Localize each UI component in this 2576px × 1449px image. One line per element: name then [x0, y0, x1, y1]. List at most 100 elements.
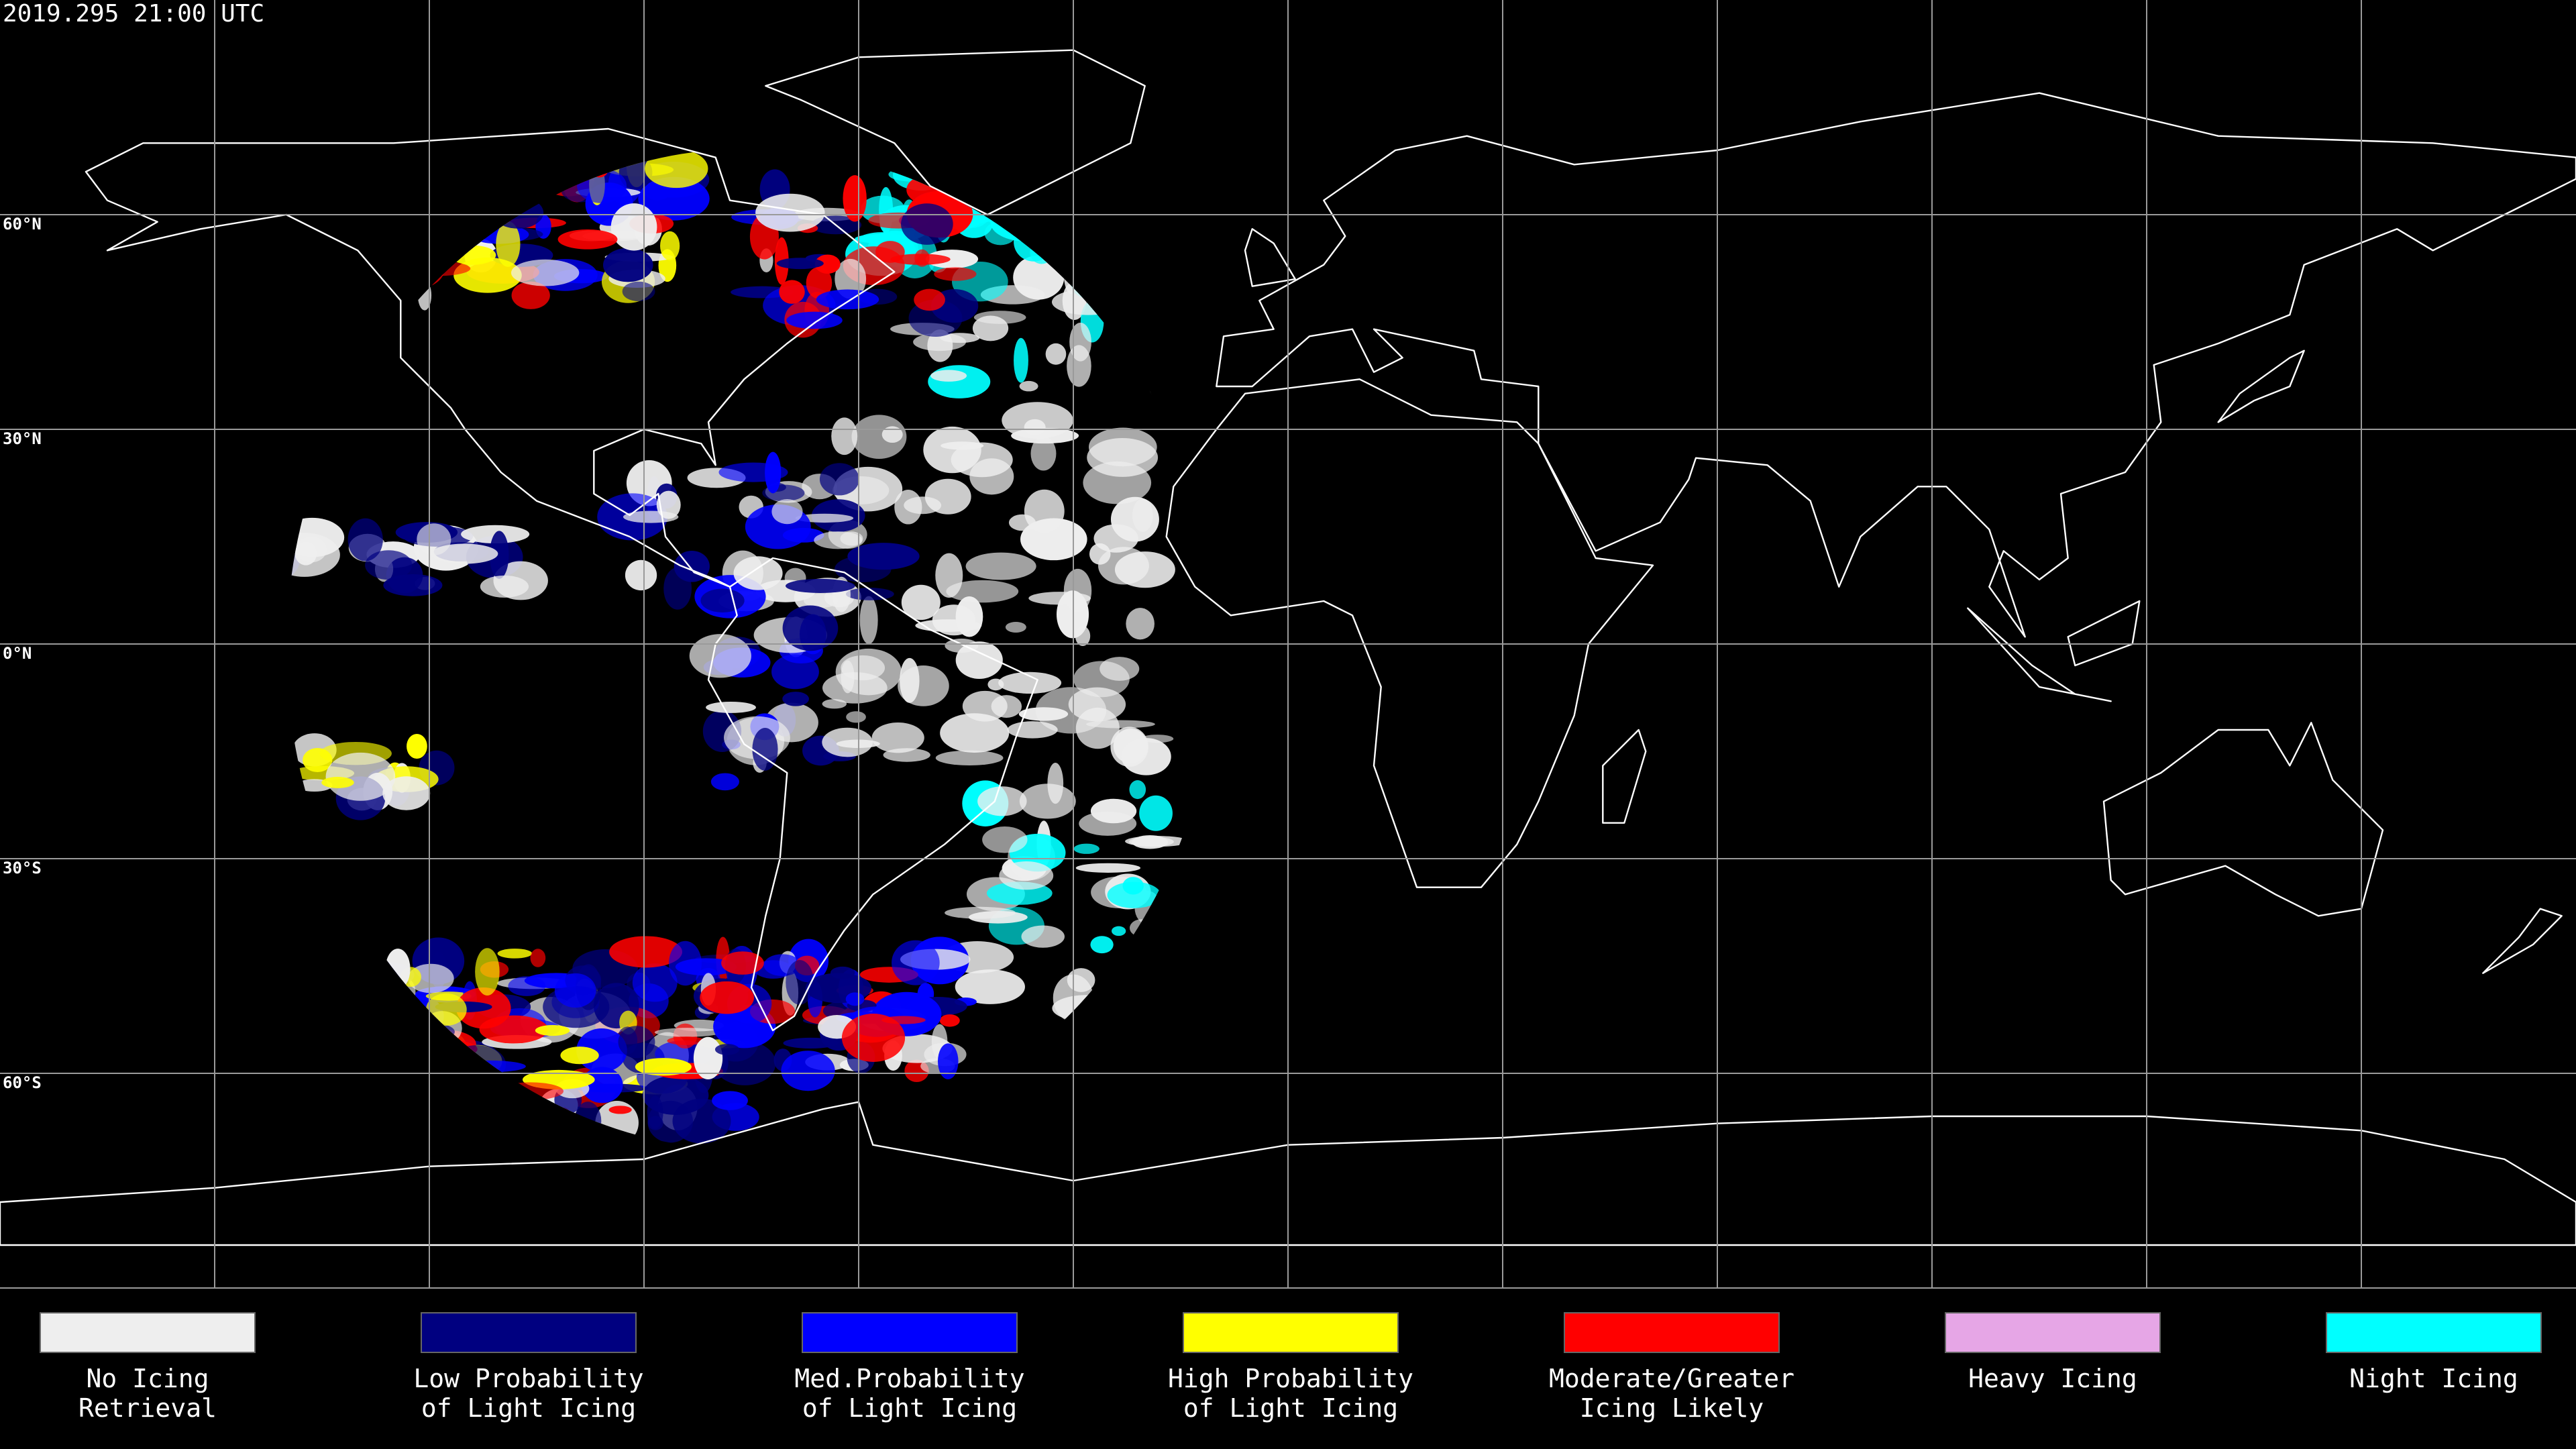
legend-label: No Icing [86, 1364, 209, 1393]
cloud-patch [939, 1014, 960, 1027]
cloud-patch [622, 281, 655, 302]
cloud-patch [1019, 380, 1038, 392]
cloud-patch [1128, 837, 1174, 847]
cloud-patch [822, 727, 873, 757]
cloud-patch [901, 584, 941, 621]
cloud-patch [608, 1106, 632, 1114]
cloud-patch [689, 634, 751, 678]
cloud-patch [1024, 489, 1065, 533]
cloud-patch [771, 498, 803, 525]
cloud-patch [881, 426, 903, 443]
legend-swatch [1564, 1312, 1780, 1353]
cloud-patch [1122, 877, 1144, 895]
cloud-patch [843, 175, 867, 222]
legend-swatch [421, 1312, 637, 1353]
cloud-patch [625, 559, 657, 591]
cloud-patch [667, 1036, 706, 1045]
cloud-patch [1045, 343, 1067, 365]
cloud-patch [700, 981, 755, 1014]
cloud-patch [783, 1037, 839, 1049]
legend-label: Heavy Icing [1968, 1364, 2137, 1393]
cloud-patch [1129, 780, 1146, 800]
cloud-patch [914, 288, 945, 311]
cloud-patch [965, 552, 1036, 580]
coastline [2217, 350, 2305, 423]
cloud-patch [610, 203, 657, 251]
cloud-patch [325, 752, 396, 801]
cloud-patch [847, 543, 920, 570]
cloud-patch [1073, 843, 1099, 854]
cloud-patch [819, 463, 859, 496]
cloud-patch [1019, 784, 1076, 819]
cloud-patch [1002, 402, 1073, 439]
coastline [2102, 722, 2384, 917]
cloud-patch [383, 574, 443, 596]
cloud-patch [496, 221, 521, 267]
cloud-patch [781, 1051, 835, 1091]
coastline [2482, 908, 2563, 974]
cloud-patch [969, 458, 1014, 495]
cloud-patch [1090, 798, 1137, 824]
cloud-patch [871, 722, 924, 753]
cloud-patch [940, 713, 1010, 753]
cloud-patch [638, 176, 710, 221]
cloud-patch [321, 777, 354, 788]
cloud-patch [672, 1098, 731, 1144]
cloud-patch [721, 951, 764, 975]
cloud-patch [755, 193, 825, 232]
cloud-patch [733, 556, 783, 590]
cloud-patch [693, 1036, 723, 1079]
cloud-patch [946, 580, 1019, 603]
cloud-patch [923, 426, 981, 474]
cloud-patch [511, 281, 550, 309]
cloud-patch [822, 672, 888, 704]
cloud-patch [663, 567, 692, 610]
legend-swatch [40, 1312, 256, 1353]
cloud-patch [511, 259, 580, 286]
cloud-patch [700, 588, 745, 612]
cloud-patch [706, 702, 756, 713]
cloud-patch [475, 948, 500, 996]
cloud-patch [659, 231, 680, 261]
cloud-patch [425, 993, 467, 1026]
cloud-patch [841, 1014, 906, 1062]
latitude-label: 60°S [3, 1073, 42, 1092]
cloud-patch [1107, 881, 1161, 908]
cloud-patch [955, 969, 1025, 1004]
latitude-label: 60°N [3, 215, 42, 233]
cloud-patch [714, 1044, 740, 1055]
cloud-patch [955, 641, 1003, 679]
cloud-patch [1075, 626, 1091, 646]
coastline [1216, 92, 2576, 638]
legend-swatch [1945, 1312, 2161, 1353]
coastline [85, 127, 896, 588]
cloud-patch [935, 750, 1004, 766]
cloud-patch [635, 1058, 692, 1076]
cloud-patch [645, 149, 708, 189]
cloud-patch [1114, 551, 1175, 588]
cloud-patch [752, 728, 778, 771]
cloud-patch [786, 311, 843, 329]
cloud-patch [295, 537, 327, 563]
cloud-patch [382, 776, 431, 810]
coastline [1602, 729, 1647, 824]
cloud-patch [303, 748, 333, 773]
cloud-patch [1021, 925, 1065, 948]
cloud-patch [982, 826, 1028, 853]
cloud-patch [1099, 657, 1140, 681]
cloud-patch [535, 1025, 570, 1036]
cloud-patch [647, 1116, 663, 1130]
cloud-patch [1112, 926, 1126, 936]
legend-label: Moderate/Greater [1549, 1364, 1794, 1393]
cloud-patch [913, 333, 967, 352]
cloud-patch [1089, 543, 1111, 565]
cloud-patch [453, 257, 522, 293]
legend-swatch [1183, 1312, 1399, 1353]
cloud-patch [894, 489, 922, 525]
cloud-patch [937, 1043, 959, 1079]
latitude-label: 30°S [3, 859, 42, 877]
cloud-patch [1014, 337, 1028, 383]
cloud-patch [998, 672, 1062, 694]
cloud-patch [603, 248, 653, 282]
